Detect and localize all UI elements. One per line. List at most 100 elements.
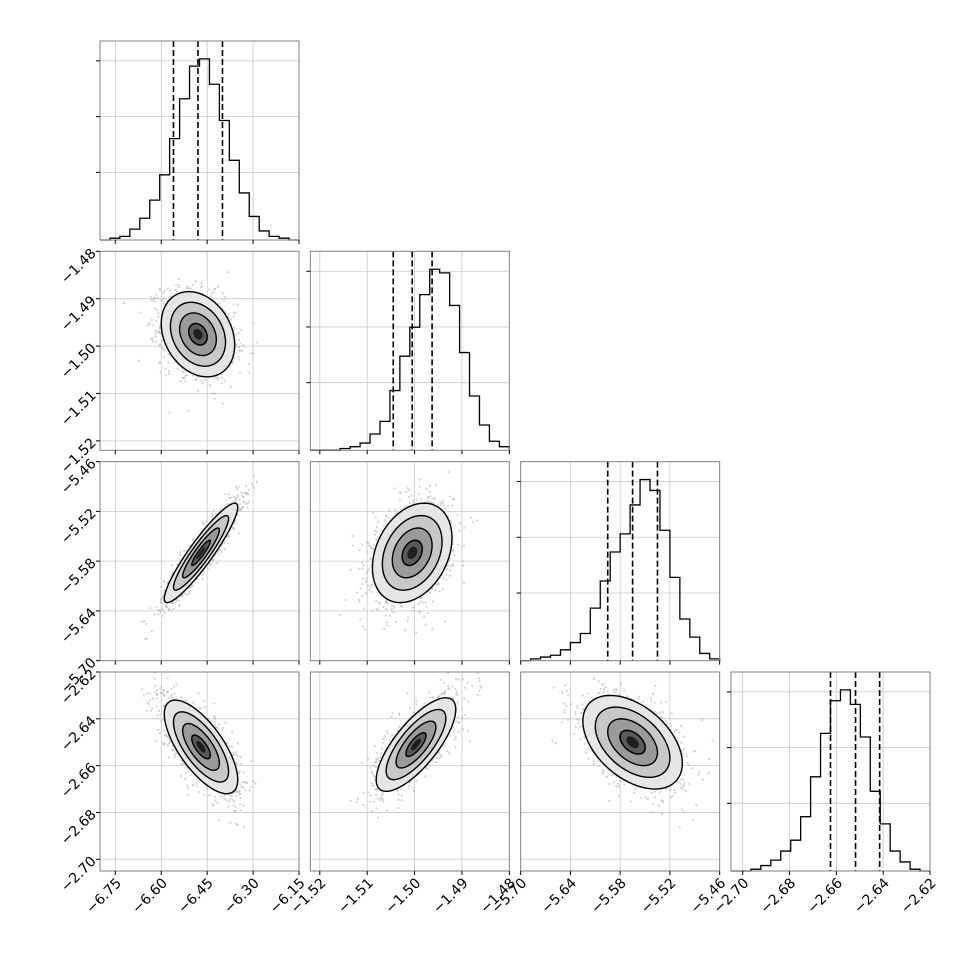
histogram-panel (306, 250, 510, 451)
scatter-point (447, 470, 450, 474)
scatter-point (374, 745, 377, 748)
scatter-point (154, 340, 158, 344)
scatter-point (158, 344, 161, 347)
scatter-point (230, 496, 233, 499)
scatter-point (238, 345, 241, 348)
scatter-point (358, 549, 361, 552)
scatter-point (161, 692, 164, 695)
scatter-point (173, 753, 176, 757)
scatter-point (362, 607, 365, 610)
scatter-point (153, 300, 157, 303)
y-tick-labels: −2.70−2.68−2.66−2.64−2.62 (58, 666, 100, 895)
scatter-point (633, 787, 637, 790)
scatter-point (406, 487, 409, 490)
scatter-point (147, 321, 151, 324)
x-tick-label: −5.64 (538, 875, 580, 917)
scatter-point (651, 692, 654, 695)
scatter-point (376, 797, 379, 800)
scatter-point (400, 794, 403, 797)
scatter-point (156, 714, 159, 717)
scatter-point (373, 533, 377, 536)
scatter-point (469, 516, 473, 519)
scatter-point (666, 722, 669, 725)
scatter-point (432, 498, 435, 501)
scatter-point (183, 375, 186, 378)
scatter-point (122, 301, 125, 305)
scatter-point (252, 486, 255, 490)
scatter-point (378, 759, 381, 762)
scatter-point (579, 737, 582, 741)
scatter-point (150, 299, 153, 302)
scatter-point (412, 501, 415, 505)
scatter-point (599, 687, 602, 691)
scatter-point (372, 784, 376, 787)
scatter-point (156, 688, 159, 692)
contour-line (163, 502, 239, 604)
scatter-point (214, 512, 218, 516)
scatter-point (233, 809, 236, 813)
scatter-point (213, 720, 216, 723)
scatter-point (167, 370, 171, 373)
scatter-point (461, 669, 463, 671)
scatter-point (182, 376, 185, 380)
scatter-point (435, 583, 439, 587)
scatter-point (182, 549, 186, 553)
scatter-point (245, 781, 248, 784)
scatter-point (426, 611, 429, 615)
scatter-point (561, 691, 564, 694)
scatter-point (161, 596, 164, 600)
scatter-point (479, 684, 482, 688)
scatter-point (246, 506, 249, 509)
scatter-point (211, 516, 214, 520)
scatter-point (614, 691, 617, 694)
scatter-point (417, 602, 421, 606)
scatter-point (637, 697, 640, 701)
scatter-point (226, 542, 229, 545)
scatter-point (240, 508, 243, 511)
y-tick-label: −5.52 (58, 506, 100, 548)
scatter-point (443, 620, 447, 623)
scatter-point (198, 790, 201, 794)
scatter-point (438, 694, 441, 697)
scatter-point (168, 608, 171, 611)
scatter-point (439, 500, 442, 503)
scatter-point (155, 697, 158, 700)
scatter-point (425, 487, 428, 490)
scatter-point (247, 500, 250, 503)
scatter-point (422, 615, 426, 618)
scatter-point (236, 496, 239, 499)
scatter-point (371, 764, 374, 767)
scatter-point (161, 609, 165, 612)
scatter-point (478, 679, 481, 682)
scatter-point (201, 578, 204, 581)
scatter-point (677, 780, 680, 784)
contour-line (385, 708, 447, 781)
scatter-point (385, 621, 389, 624)
scatter-point (461, 678, 464, 681)
scatter-point (212, 715, 215, 718)
scatter-point (608, 782, 611, 786)
scatter-point (239, 502, 242, 506)
scatter-point (457, 543, 460, 546)
scatter-point (199, 286, 203, 289)
scatter-point (234, 497, 237, 500)
scatter-point (162, 581, 165, 584)
scatter-point (236, 303, 239, 306)
scatter-point (463, 713, 466, 717)
scatter-point (159, 610, 162, 614)
scatter-point (390, 607, 394, 610)
scatter-point (163, 355, 166, 358)
scatter-panel (99, 671, 300, 872)
scatter-point (175, 683, 178, 686)
scatter-point (439, 503, 443, 506)
scatter-point (367, 541, 370, 544)
scatter-point (561, 721, 564, 724)
x-tick-label: −5.58 (588, 875, 630, 917)
scatter-point (391, 711, 394, 715)
scatter-point (210, 720, 213, 723)
scatter-point (238, 770, 242, 773)
scatter-point (440, 755, 443, 758)
scatter-point (219, 548, 222, 552)
scatter-point (369, 794, 372, 797)
scatter-point (164, 367, 167, 370)
